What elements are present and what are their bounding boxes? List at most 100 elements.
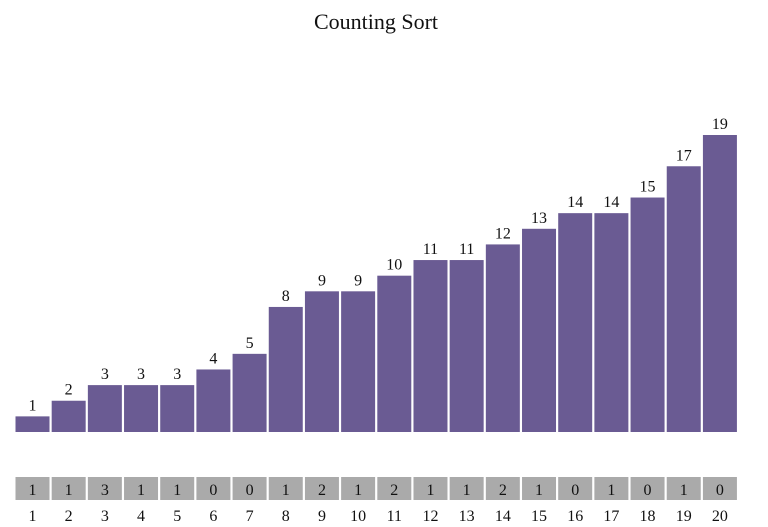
bar bbox=[666, 166, 701, 432]
index-label: 12 bbox=[422, 508, 438, 525]
index-label: 15 bbox=[531, 508, 547, 525]
bar-value-label: 17 bbox=[676, 147, 692, 164]
bar-value-label: 10 bbox=[386, 257, 402, 274]
bar-value-label: 13 bbox=[531, 210, 547, 227]
count-label: 2 bbox=[499, 482, 507, 499]
bar bbox=[268, 306, 303, 432]
count-label: 0 bbox=[571, 482, 579, 499]
count-label: 1 bbox=[680, 482, 688, 499]
count-box bbox=[341, 477, 376, 500]
count-label: 1 bbox=[65, 482, 73, 499]
count-box bbox=[51, 477, 86, 500]
count-label: 0 bbox=[716, 482, 724, 499]
count-label: 1 bbox=[463, 482, 471, 499]
bar bbox=[87, 385, 122, 432]
bar bbox=[413, 260, 448, 432]
count-label: 1 bbox=[29, 482, 37, 499]
bar-value-label: 3 bbox=[101, 366, 109, 383]
count-box bbox=[124, 477, 159, 500]
index-label: 11 bbox=[387, 508, 402, 525]
count-box bbox=[522, 477, 557, 500]
count-label: 2 bbox=[390, 482, 398, 499]
index-label: 2 bbox=[65, 508, 73, 525]
bar-value-label: 2 bbox=[65, 382, 73, 399]
bar-value-label: 11 bbox=[423, 241, 438, 258]
bar bbox=[485, 244, 520, 432]
count-box bbox=[232, 477, 267, 500]
count-box bbox=[15, 477, 50, 500]
bar-value-label: 12 bbox=[495, 225, 511, 242]
bar bbox=[594, 213, 629, 432]
bar bbox=[124, 385, 159, 432]
bar bbox=[160, 385, 195, 432]
index-label: 9 bbox=[318, 508, 326, 525]
bar-value-label: 11 bbox=[459, 241, 474, 258]
count-label: 0 bbox=[246, 482, 254, 499]
bar-value-label: 5 bbox=[246, 335, 254, 352]
count-box bbox=[485, 477, 520, 500]
bar-value-label: 3 bbox=[173, 366, 181, 383]
bar-value-label: 1 bbox=[29, 397, 37, 414]
bar bbox=[377, 275, 412, 432]
bar-value-label: 9 bbox=[354, 272, 362, 289]
count-box bbox=[594, 477, 629, 500]
bar bbox=[304, 291, 339, 432]
index-label: 4 bbox=[137, 508, 145, 525]
bar bbox=[232, 353, 267, 432]
bar bbox=[341, 291, 376, 432]
count-row: 1 1 3 1 1 0 0 1 2 1 2 1 1 2 1 0 1 0 1 0 bbox=[15, 477, 737, 500]
index-row: 1 2 3 4 5 6 7 8 9 10 11 12 13 14 15 16 17 18 19 20 bbox=[29, 508, 728, 525]
count-box bbox=[630, 477, 665, 500]
bar bbox=[15, 416, 50, 432]
index-label: 6 bbox=[209, 508, 217, 525]
bar-value-label: 8 bbox=[282, 288, 290, 305]
index-label: 16 bbox=[567, 508, 583, 525]
count-box bbox=[413, 477, 448, 500]
bar bbox=[630, 197, 665, 432]
index-label: 3 bbox=[101, 508, 109, 525]
count-label: 1 bbox=[137, 482, 145, 499]
count-box bbox=[449, 477, 484, 500]
index-label: 18 bbox=[640, 508, 656, 525]
count-label: 1 bbox=[426, 482, 434, 499]
bar bbox=[196, 369, 231, 432]
bar bbox=[522, 228, 557, 432]
count-box bbox=[304, 477, 339, 500]
index-label: 13 bbox=[459, 508, 475, 525]
bar-value-label: 14 bbox=[603, 194, 619, 211]
count-label: 1 bbox=[354, 482, 362, 499]
index-label: 10 bbox=[350, 508, 366, 525]
count-box bbox=[196, 477, 231, 500]
bar-value-label: 19 bbox=[712, 116, 728, 133]
count-box bbox=[87, 477, 122, 500]
count-label: 3 bbox=[101, 482, 109, 499]
count-label: 0 bbox=[209, 482, 217, 499]
bar-value-label: 15 bbox=[640, 179, 656, 196]
index-label: 19 bbox=[676, 508, 692, 525]
bar-value-label: 14 bbox=[567, 194, 583, 211]
index-label: 8 bbox=[282, 508, 290, 525]
bar-value-label: 4 bbox=[209, 350, 217, 367]
count-label: 1 bbox=[282, 482, 290, 499]
index-label: 7 bbox=[246, 508, 254, 525]
count-label: 1 bbox=[607, 482, 615, 499]
bar-value-label: 9 bbox=[318, 272, 326, 289]
count-label: 2 bbox=[318, 482, 326, 499]
index-label: 1 bbox=[29, 508, 37, 525]
count-box bbox=[268, 477, 303, 500]
bar bbox=[51, 400, 86, 432]
count-box bbox=[666, 477, 701, 500]
count-label: 1 bbox=[173, 482, 181, 499]
index-label: 14 bbox=[495, 508, 511, 525]
bar bbox=[558, 213, 593, 432]
index-label: 20 bbox=[712, 508, 728, 525]
index-label: 17 bbox=[603, 508, 619, 525]
count-box bbox=[558, 477, 593, 500]
bar bbox=[449, 260, 484, 432]
count-label: 1 bbox=[535, 482, 543, 499]
chart-title: Counting Sort bbox=[314, 9, 438, 34]
bar bbox=[702, 135, 737, 432]
index-label: 5 bbox=[173, 508, 181, 525]
